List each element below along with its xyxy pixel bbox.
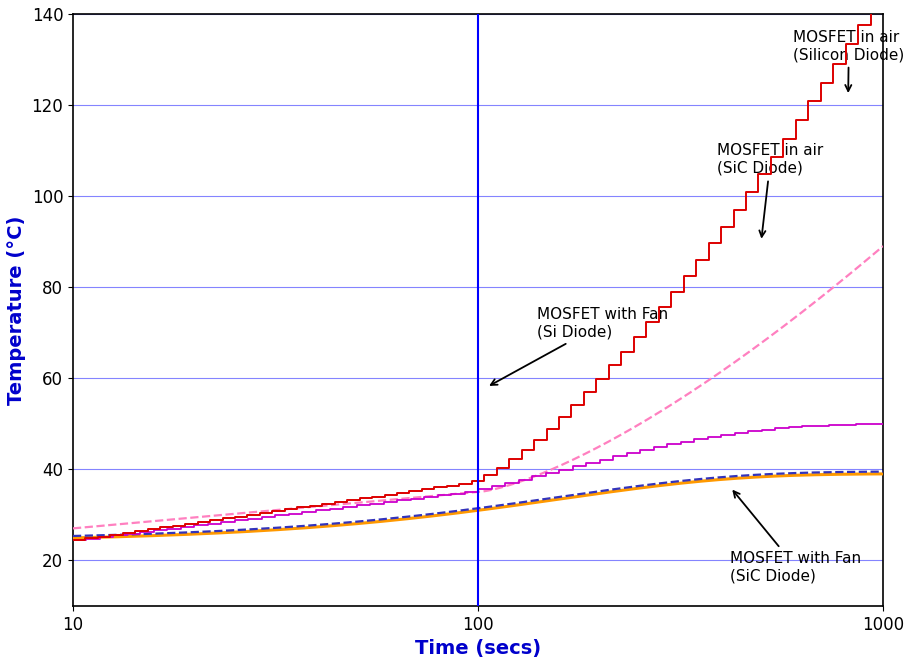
Y-axis label: Temperature (°C): Temperature (°C) — [7, 215, 26, 404]
X-axis label: Time (secs): Time (secs) — [415, 639, 541, 658]
Text: MOSFET in air
(SiC Diode): MOSFET in air (SiC Diode) — [717, 144, 823, 237]
Text: MOSFET in air
(Silicon Diode): MOSFET in air (Silicon Diode) — [793, 30, 904, 91]
Text: MOSFET with Fan
(SiC Diode): MOSFET with Fan (SiC Diode) — [730, 491, 861, 584]
Text: MOSFET with Fan
(Si Diode): MOSFET with Fan (Si Diode) — [491, 307, 668, 385]
